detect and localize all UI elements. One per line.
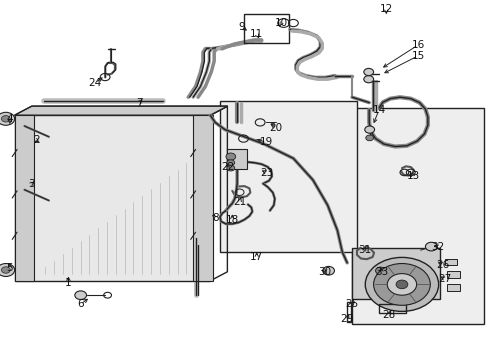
Text: 10: 10 — [274, 18, 287, 28]
Text: 12: 12 — [379, 4, 392, 14]
Circle shape — [425, 242, 436, 251]
Text: 5: 5 — [6, 263, 13, 273]
Circle shape — [375, 267, 385, 274]
Circle shape — [0, 112, 15, 125]
Circle shape — [75, 291, 86, 300]
Bar — [244, 14, 288, 43]
Text: 4: 4 — [6, 114, 13, 124]
Circle shape — [363, 68, 373, 76]
Circle shape — [1, 116, 10, 122]
Circle shape — [365, 257, 438, 311]
Text: 6: 6 — [77, 299, 84, 309]
Text: 19: 19 — [259, 137, 273, 147]
Text: 27: 27 — [437, 274, 451, 284]
Bar — [351, 248, 439, 299]
Text: 17: 17 — [249, 252, 263, 262]
Text: 2: 2 — [33, 135, 40, 145]
Text: 21: 21 — [232, 197, 246, 207]
Circle shape — [226, 160, 234, 166]
Text: 26: 26 — [435, 260, 448, 270]
Bar — [447, 284, 459, 291]
Text: 11: 11 — [249, 29, 263, 39]
Text: 1: 1 — [65, 278, 72, 288]
Bar — [378, 304, 405, 313]
Text: 25: 25 — [345, 299, 358, 309]
Text: 23: 23 — [259, 168, 273, 178]
Circle shape — [363, 76, 373, 83]
Text: 29: 29 — [340, 314, 353, 324]
Text: 30: 30 — [318, 267, 331, 277]
Bar — [444, 259, 456, 265]
Circle shape — [1, 267, 10, 273]
Text: 18: 18 — [225, 215, 239, 225]
Circle shape — [373, 264, 429, 305]
Polygon shape — [15, 115, 210, 281]
Bar — [346, 302, 350, 322]
Text: 28: 28 — [381, 310, 395, 320]
Circle shape — [0, 264, 15, 276]
Text: 8: 8 — [211, 213, 218, 223]
Text: 9: 9 — [238, 22, 245, 32]
Text: 24: 24 — [88, 78, 102, 88]
Bar — [220, 101, 356, 252]
Bar — [15, 115, 34, 281]
Circle shape — [395, 280, 407, 289]
Bar — [447, 271, 459, 278]
Text: 3: 3 — [28, 179, 35, 189]
Circle shape — [365, 135, 373, 141]
Circle shape — [226, 165, 234, 171]
Circle shape — [386, 274, 416, 295]
Bar — [351, 108, 483, 324]
Text: 32: 32 — [430, 242, 444, 252]
Bar — [193, 115, 212, 281]
Circle shape — [364, 126, 374, 133]
Text: 15: 15 — [410, 51, 424, 61]
Text: 13: 13 — [406, 171, 419, 181]
Text: 7: 7 — [136, 98, 142, 108]
Text: 16: 16 — [410, 40, 424, 50]
Polygon shape — [15, 106, 227, 115]
Text: 14: 14 — [371, 105, 385, 115]
Circle shape — [225, 153, 235, 160]
Circle shape — [322, 266, 334, 275]
Bar — [227, 149, 246, 169]
Text: 33: 33 — [374, 267, 387, 277]
Text: 20: 20 — [269, 123, 282, 133]
Text: 22: 22 — [220, 162, 234, 172]
Text: 31: 31 — [357, 245, 370, 255]
